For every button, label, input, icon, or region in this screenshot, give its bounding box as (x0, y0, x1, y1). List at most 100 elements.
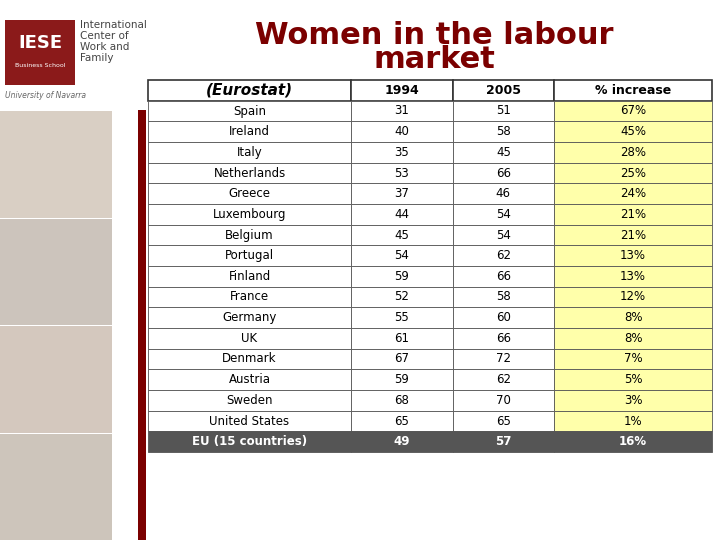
Text: 1%: 1% (624, 415, 642, 428)
Text: 13%: 13% (620, 249, 646, 262)
Text: 66: 66 (496, 332, 510, 345)
Bar (554, 142, 712, 163)
Bar (148, 410, 351, 431)
Text: 52: 52 (395, 291, 409, 303)
Text: 59: 59 (395, 373, 409, 386)
Bar (554, 287, 712, 307)
Text: 7%: 7% (624, 353, 642, 366)
Text: 21%: 21% (620, 228, 646, 241)
Text: Denmark: Denmark (222, 353, 276, 366)
Text: 65: 65 (496, 415, 510, 428)
Text: 12%: 12% (620, 291, 646, 303)
Text: 31: 31 (395, 105, 409, 118)
Bar (453, 369, 554, 390)
Text: Ireland: Ireland (229, 125, 270, 138)
Text: 2005: 2005 (486, 84, 521, 97)
Bar (148, 204, 351, 225)
Bar (453, 266, 554, 287)
Text: 13%: 13% (620, 270, 646, 283)
Bar (351, 142, 453, 163)
Text: 35: 35 (395, 146, 409, 159)
Bar (0, 219, 112, 325)
Text: 46: 46 (496, 187, 510, 200)
Text: 5%: 5% (624, 373, 642, 386)
Bar (453, 431, 554, 452)
Text: Italy: Italy (237, 146, 262, 159)
Text: 65: 65 (395, 415, 409, 428)
Bar (351, 410, 453, 431)
Text: France: France (230, 291, 269, 303)
Bar (453, 245, 554, 266)
Text: 8%: 8% (624, 311, 642, 324)
Text: Spain: Spain (233, 105, 266, 118)
Bar (148, 184, 351, 204)
Text: 16%: 16% (619, 435, 647, 448)
Text: 54: 54 (395, 249, 409, 262)
Bar (148, 431, 351, 452)
Text: market: market (373, 45, 495, 75)
Bar (351, 163, 453, 184)
Text: 58: 58 (496, 125, 510, 138)
Bar (554, 369, 712, 390)
Text: 40: 40 (395, 125, 409, 138)
Bar (351, 431, 453, 452)
Text: 21%: 21% (620, 208, 646, 221)
Bar (351, 100, 453, 122)
Bar (148, 390, 351, 410)
Text: Greece: Greece (228, 187, 271, 200)
Text: Business School: Business School (14, 63, 66, 68)
Text: University of Navarra: University of Navarra (5, 91, 86, 99)
Bar (554, 80, 712, 100)
Text: EU (15 countries): EU (15 countries) (192, 435, 307, 448)
Text: Germany: Germany (222, 311, 276, 324)
Text: 54: 54 (496, 208, 510, 221)
Text: Luxembourg: Luxembourg (213, 208, 287, 221)
Bar (138, 110, 146, 540)
Text: 28%: 28% (620, 146, 646, 159)
Text: Belgium: Belgium (225, 228, 274, 241)
Text: 55: 55 (395, 311, 409, 324)
Bar (351, 328, 453, 349)
Bar (453, 225, 554, 245)
Bar (351, 245, 453, 266)
Bar (554, 122, 712, 142)
Text: Austria: Austria (228, 373, 271, 386)
Bar (148, 307, 351, 328)
Bar (453, 184, 554, 204)
Bar (148, 122, 351, 142)
Text: Finland: Finland (228, 270, 271, 283)
Text: 60: 60 (496, 311, 510, 324)
Text: Family: Family (80, 53, 114, 63)
Text: 44: 44 (395, 208, 409, 221)
Bar (554, 390, 712, 410)
Text: 45: 45 (496, 146, 510, 159)
Bar (0, 111, 112, 218)
Bar (148, 349, 351, 369)
Bar (351, 287, 453, 307)
Bar (148, 245, 351, 266)
Bar (453, 390, 554, 410)
Text: 70: 70 (496, 394, 510, 407)
Text: Center of: Center of (80, 31, 129, 41)
Text: 45: 45 (395, 228, 409, 241)
Text: 61: 61 (395, 332, 409, 345)
Text: 67: 67 (395, 353, 409, 366)
Bar (0, 326, 112, 433)
Bar (554, 410, 712, 431)
Text: 62: 62 (496, 249, 510, 262)
Bar (351, 307, 453, 328)
Text: 59: 59 (395, 270, 409, 283)
Bar (351, 225, 453, 245)
Bar (554, 266, 712, 287)
Bar (453, 349, 554, 369)
Bar (554, 307, 712, 328)
Text: Sweden: Sweden (226, 394, 273, 407)
Bar (5, 20, 75, 85)
Text: 57: 57 (495, 435, 511, 448)
Bar (453, 307, 554, 328)
Text: % increase: % increase (595, 84, 671, 97)
Bar (453, 142, 554, 163)
Bar (554, 328, 712, 349)
Text: 62: 62 (496, 373, 510, 386)
Bar (453, 204, 554, 225)
